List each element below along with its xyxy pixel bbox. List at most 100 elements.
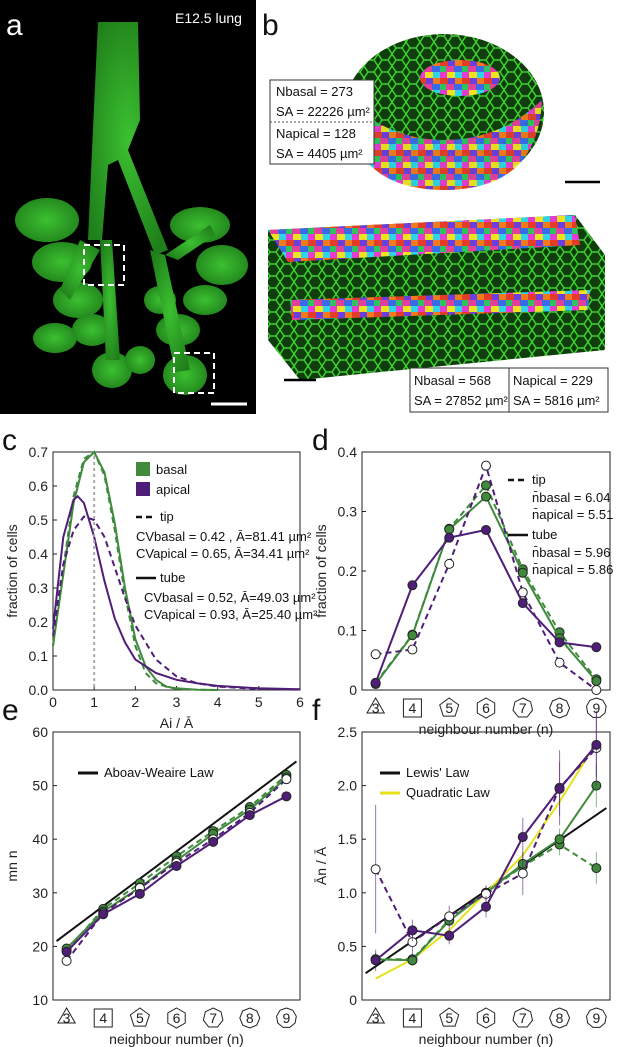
- y-tick-label: 0.7: [29, 444, 49, 460]
- y-tick-label: 0.5: [338, 938, 358, 954]
- y-tick-label: 40: [32, 831, 48, 847]
- legend-tip-label: tip: [160, 509, 174, 524]
- x-tick-nonagon-icon: [585, 1007, 607, 1028]
- series-apical-tip-point: [444, 558, 455, 569]
- chart-c: 0.0 0.1 0.2 0.3 0.4 0.5 0.6 0.7 0 1 2 3 4 5 6 Ai / Ā fra…: [4, 444, 318, 731]
- series-apical-tube-point: [171, 861, 182, 871]
- y-tick-label: 0.1: [29, 648, 49, 664]
- annotation-tube-apical: n̄apical = 5.86: [532, 562, 613, 577]
- x-tick-hexagon-icon: [476, 697, 496, 719]
- x-tick-label: 9: [283, 1010, 291, 1026]
- series-apical-tube-point: [554, 637, 565, 648]
- y-tick-label: 2.5: [338, 724, 358, 740]
- axes-frame-e: [52, 731, 301, 1001]
- series-apical-tip-point: [554, 657, 565, 668]
- legend-tube-label: tube: [160, 570, 185, 585]
- y-tick-label: 0.5: [29, 512, 49, 528]
- x-tick-label: 3: [63, 1010, 71, 1026]
- series-apical-tube-point: [98, 909, 109, 920]
- x-tick-square-icon: [93, 1008, 113, 1028]
- x-tick-heptagon-icon: [512, 1007, 534, 1028]
- x-tick-label: 5: [255, 694, 263, 710]
- series-apical-tube-point: [407, 925, 418, 936]
- charts-layer: 0.0 0.1 0.2 0.3 0.4 0.5 0.6 0.7 0 1 2 3 4 5 6 Ai / Ā fra…: [4, 444, 613, 1047]
- legend-quadratic-label: Quadratic Law: [406, 785, 490, 800]
- y-tick-label: 0.4: [338, 444, 358, 460]
- series-apical-tip-point: [481, 460, 491, 471]
- series-basal-tube-line: [52, 450, 218, 691]
- x-tick-heptagon-icon: [512, 697, 534, 718]
- y-axis-label: fraction of cells: [313, 524, 329, 617]
- x-axis-label: neighbour number (n): [109, 1031, 244, 1047]
- series-apical-tube-point: [481, 524, 491, 535]
- y-tick-label: 0.3: [29, 580, 49, 596]
- y-tick-label: 2.0: [338, 778, 358, 794]
- series-basal-tube-point: [591, 676, 602, 687]
- panel-a-title: E12.5 lung: [175, 10, 242, 26]
- series-apical-tip-point: [61, 955, 72, 966]
- series-apical-tip-point: [591, 685, 602, 695]
- y-tick-label: 0.2: [29, 614, 49, 630]
- x-tick-label: 1: [90, 694, 98, 710]
- x-tick-octagon-icon: [549, 1007, 571, 1029]
- series-basal-tube-line: [374, 494, 598, 685]
- x-tick-label: 4: [409, 700, 417, 716]
- series-apical-tube-point: [244, 810, 255, 821]
- axes-frame-f: [361, 731, 611, 1001]
- x-tick-label: 4: [409, 1010, 417, 1026]
- y-tick-label: 50: [32, 778, 48, 794]
- x-axis-label: neighbour number (n): [419, 1031, 554, 1047]
- y-tick-label: 0.4: [29, 546, 49, 562]
- y-tick-label: 0.0: [29, 682, 49, 698]
- series-basal-tube-point: [444, 524, 455, 535]
- x-tick-label: 4: [99, 1010, 107, 1026]
- x-tick-square-icon: [402, 1008, 422, 1028]
- y-tick-label: 0.1: [338, 623, 358, 639]
- x-tick-octagon-icon: [239, 1007, 261, 1029]
- series-apical-tube-point: [134, 888, 145, 899]
- panel-a: a E12.5 lung: [0, 0, 256, 414]
- x-tick-label: 6: [482, 700, 490, 716]
- y-tick-label: 20: [32, 938, 48, 954]
- series-apical-tube-point: [517, 598, 528, 609]
- series-apical-tip-point: [444, 911, 455, 922]
- tube-n-basal: Nbasal = 568: [414, 373, 491, 388]
- tip-render: [344, 34, 600, 190]
- annotation-tip-basal: CVbasal = 0.42 , Ā=81.41 µm²: [136, 529, 312, 544]
- annotation-tube-basal: n̄basal = 5.96: [532, 545, 610, 560]
- y-tick-label: 0.2: [338, 563, 358, 579]
- x-tick-hexagon-icon: [167, 1007, 186, 1029]
- series-apical-tube-point: [407, 580, 418, 591]
- legend-apical-label: apical: [156, 482, 190, 497]
- zoom-box-tip: [173, 352, 215, 394]
- x-tick-label: 3: [372, 1010, 380, 1026]
- series-basal-tube-point: [554, 834, 565, 845]
- series-apical-tube-point: [370, 677, 381, 688]
- series-apical-tip-point: [370, 864, 381, 875]
- tip-n-basal: Nbasal = 273: [276, 84, 353, 99]
- tip-n-apical: Napical = 128: [276, 126, 356, 141]
- panel-e-label: e: [2, 694, 19, 727]
- legend-apical-swatch: [136, 482, 150, 496]
- legend-tip-label: tip: [532, 472, 546, 487]
- x-tick-pentagon-icon: [129, 1007, 150, 1027]
- series-apical-tube-point: [554, 783, 565, 794]
- x-tick-pentagon-icon: [439, 1007, 460, 1027]
- x-tick-label: 3: [372, 700, 380, 716]
- annotation-tube-basal: CVbasal = 0.52, Ā=49.03 µm²: [144, 590, 316, 605]
- x-axis-label: Ai / Ā: [160, 715, 194, 731]
- x-tick-label: 3: [173, 694, 181, 710]
- series-apical-tube-line: [52, 494, 301, 691]
- tip-sa-apical: SA = 4405 µm²: [276, 146, 363, 161]
- annotation-tip-apical: n̄apical = 5.51: [532, 507, 613, 522]
- panel-b-label: b: [262, 9, 279, 42]
- series-apical-tube-point: [591, 642, 602, 653]
- legend-lewis-label: Lewis' Law: [406, 765, 470, 780]
- x-tick-label: 4: [214, 694, 222, 710]
- y-tick-label: 1.5: [338, 831, 358, 847]
- y-tick-label: 60: [32, 724, 48, 740]
- x-tick-label: 8: [556, 1010, 564, 1026]
- series-apical-tube-point: [591, 739, 602, 750]
- chart-d: 0 0.1 0.2 0.3 0.4 3 4 5 6 7 8 9 neighbour number (n)…: [313, 444, 613, 737]
- series-basal-tube-point: [481, 491, 491, 502]
